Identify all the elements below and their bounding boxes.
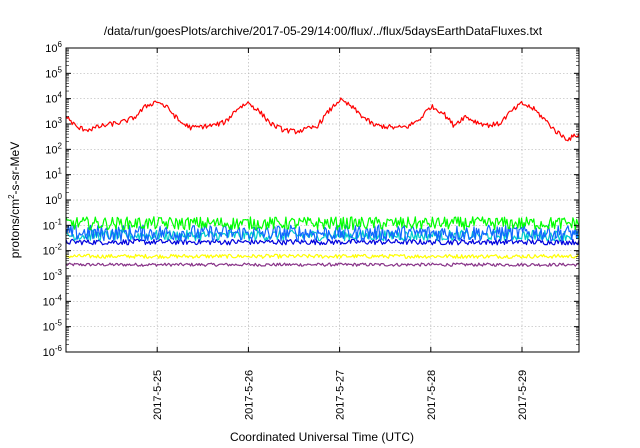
y-tick-base: 10 <box>43 296 55 308</box>
y-tick-base: 10 <box>45 119 57 131</box>
y-tick-exp: 6 <box>58 40 63 49</box>
y-tick-exp: -5 <box>55 319 63 328</box>
y-tick-exp: 5 <box>58 65 63 74</box>
y-tick-base: 10 <box>45 94 57 106</box>
y-tick-label: 10-3 <box>43 268 63 283</box>
y-axis-label-post: -s-sr-MeV <box>8 142 22 195</box>
series-line <box>65 238 580 246</box>
y-tick-exp: 3 <box>58 116 63 125</box>
y-axis-label: protons/cm2-s-sr-MeV <box>7 142 22 258</box>
y-tick-label: 10-5 <box>43 319 63 334</box>
series-line <box>65 262 580 267</box>
x-tick-label: 2017-5-29 <box>517 370 529 420</box>
y-tick-base: 10 <box>45 144 57 156</box>
y-tick-exp: 0 <box>58 192 63 201</box>
x-tick-label: 2017-5-25 <box>152 370 164 420</box>
series-line <box>65 224 580 242</box>
y-tick-exp: -4 <box>55 293 63 302</box>
y-tick-exp: -2 <box>55 243 63 252</box>
y-tick-label: 105 <box>45 65 62 80</box>
y-tick-label: 10-1 <box>43 217 63 232</box>
series-line <box>65 97 580 142</box>
y-tick-base: 10 <box>43 271 55 283</box>
series-layer <box>65 97 580 267</box>
y-tick-base: 10 <box>43 246 55 258</box>
y-tick-base: 10 <box>45 170 57 182</box>
x-tick-label: 2017-5-27 <box>335 370 347 420</box>
y-tick-label: 106 <box>45 40 62 55</box>
chart-title: /data/run/goesPlots/archive/2017-05-29/1… <box>104 24 543 38</box>
y-tick-exp: 1 <box>58 167 63 176</box>
y-tick-base: 10 <box>43 322 55 334</box>
y-tick-label: 10-6 <box>43 344 63 359</box>
y-tick-label: 104 <box>45 91 62 106</box>
y-tick-exp: -1 <box>55 217 63 226</box>
y-tick-label: 103 <box>45 116 62 131</box>
y-tick-label: 100 <box>45 192 62 207</box>
x-axis-label: Coordinated Universal Time (UTC) <box>230 430 414 444</box>
y-tick-label: 10-2 <box>43 243 63 258</box>
y-axis-label-pre: protons/cm <box>8 199 22 258</box>
y-tick-base: 10 <box>45 68 57 80</box>
y-tick-base: 10 <box>45 195 57 207</box>
y-tick-exp: 2 <box>58 141 63 150</box>
y-tick-base: 10 <box>43 220 55 232</box>
series-line <box>65 253 580 259</box>
x-tick-label: 2017-5-26 <box>243 370 255 420</box>
y-tick-label: 10-4 <box>43 293 63 308</box>
y-ticks: 10-610-510-410-310-210-11001011021031041… <box>43 40 579 359</box>
y-tick-label: 101 <box>45 167 62 182</box>
x-ticks: 2017-5-25 2017-5-26 2017-5-27 2017-5-28 2017… <box>152 48 529 420</box>
y-tick-base: 10 <box>45 43 57 55</box>
series-line <box>65 216 580 231</box>
grid-lines <box>66 48 579 352</box>
x-tick-label: 2017-5-28 <box>426 370 438 420</box>
y-tick-exp: -6 <box>55 344 63 353</box>
y-axis-label-sup: 2 <box>7 194 16 199</box>
y-tick-exp: -3 <box>55 268 63 277</box>
y-tick-label: 102 <box>45 141 62 156</box>
y-tick-exp: 4 <box>58 91 63 100</box>
y-tick-base: 10 <box>43 347 55 359</box>
